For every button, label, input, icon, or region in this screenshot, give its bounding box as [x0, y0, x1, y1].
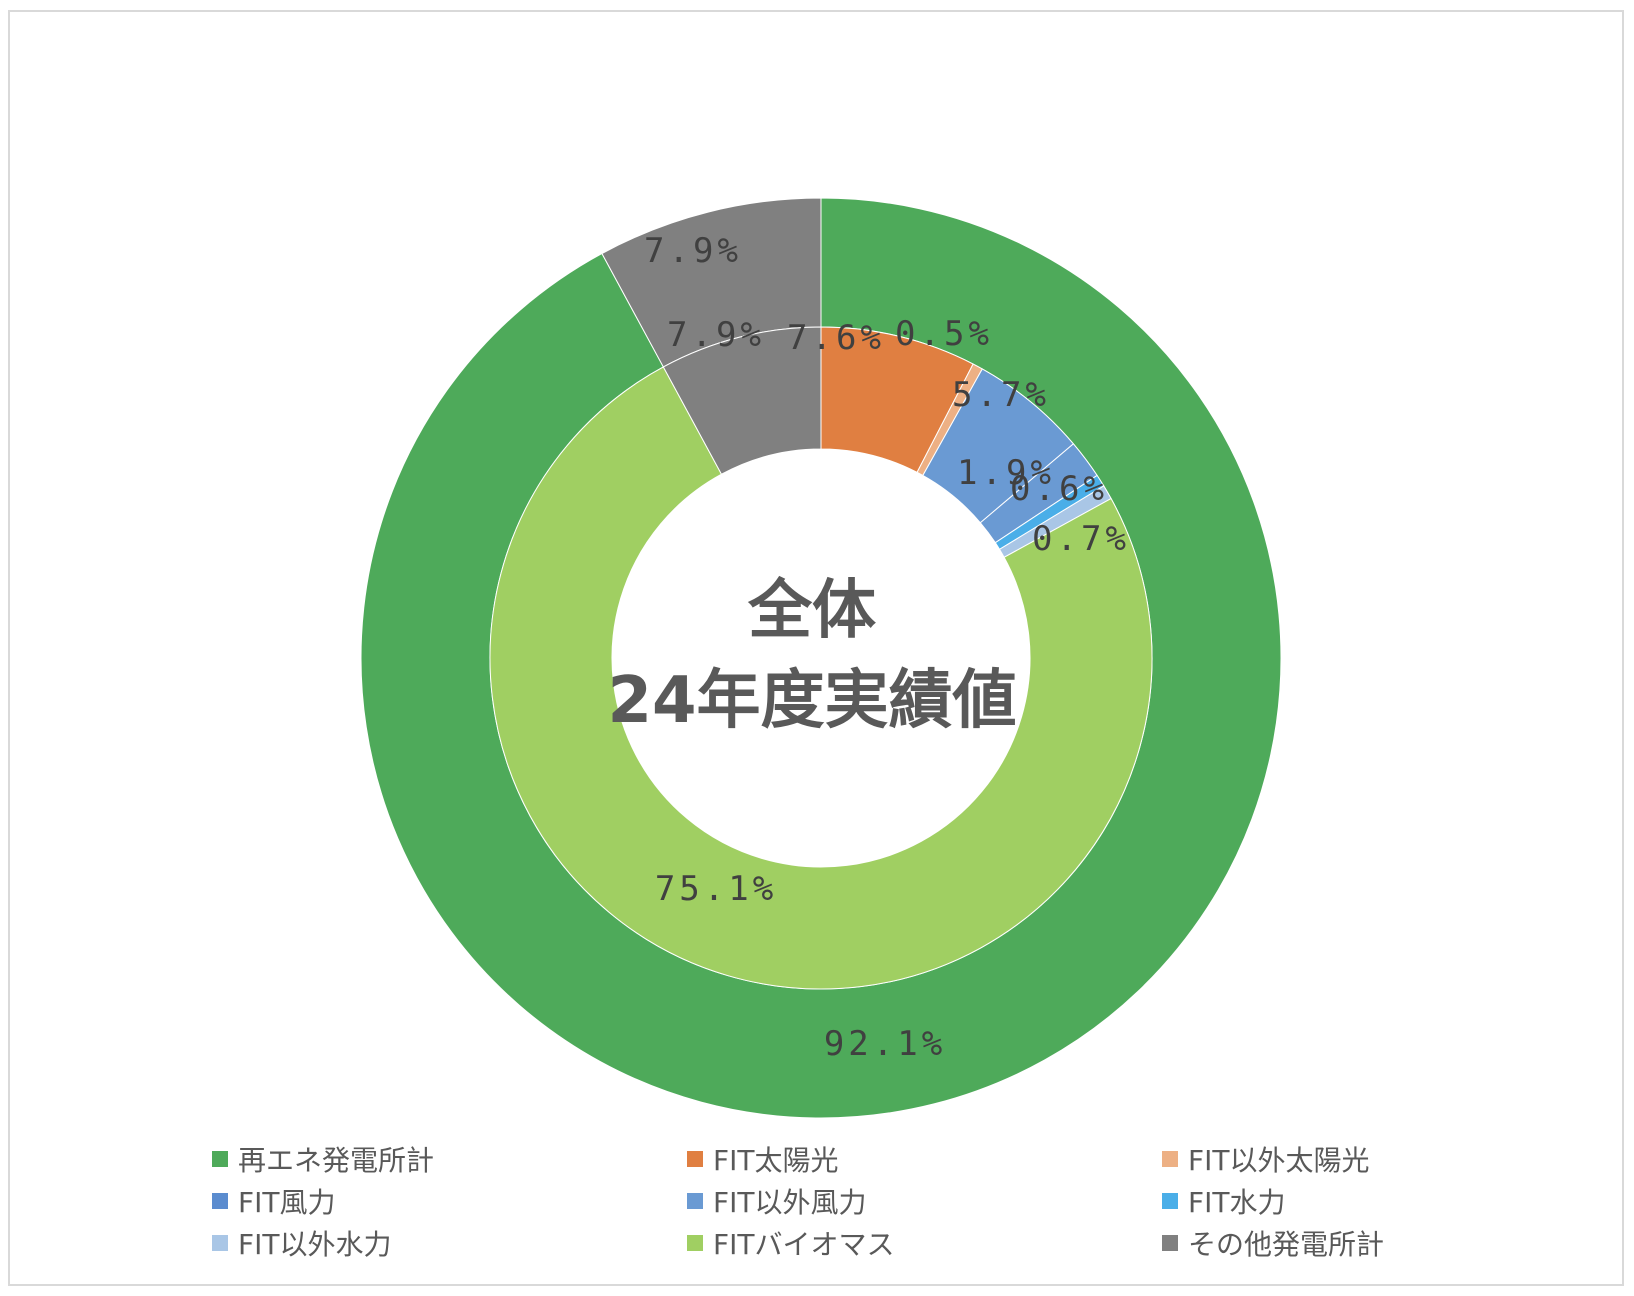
- legend-label: FITバイオマス: [713, 1228, 895, 1261]
- legend-swatch: [1162, 1151, 1178, 1167]
- legend-swatch: [212, 1235, 228, 1251]
- legend-swatch: [687, 1151, 703, 1167]
- legend-item: FIT以外水力: [212, 1222, 687, 1264]
- legend-label: FIT太陽光: [713, 1144, 839, 1177]
- legend-item: FIT水力: [1162, 1180, 1512, 1222]
- inner-data-label-5: 0.6%: [1010, 469, 1108, 509]
- legend-swatch: [687, 1193, 703, 1209]
- outer-data-label-1: 92.1%: [824, 1024, 946, 1064]
- legend-item: FIT太陽光: [687, 1138, 1162, 1180]
- legend-swatch: [212, 1151, 228, 1167]
- center-title-line-2: 24年度実績値: [607, 664, 1016, 738]
- legend-item: FIT風力: [212, 1180, 687, 1222]
- legend-item: FIT以外風力: [687, 1180, 1162, 1222]
- legend-label: FIT風力: [238, 1186, 336, 1219]
- center-title-line-1: 全体: [747, 574, 876, 648]
- legend-swatch: [1162, 1235, 1178, 1251]
- legend-item: 再エネ発電所計: [212, 1138, 687, 1180]
- legend-label: FIT水力: [1188, 1186, 1286, 1219]
- inner-data-label-4: 1.9%: [957, 453, 1055, 493]
- legend-swatch: [212, 1193, 228, 1209]
- legend-label: 再エネ発電所計: [238, 1144, 435, 1177]
- inner-data-label-6: 0.7%: [1032, 519, 1130, 559]
- inner-data-label-3: 5.7%: [952, 375, 1050, 415]
- legend-label: FIT以外太陽光: [1188, 1144, 1370, 1177]
- legend-item: FIT以外太陽光: [1162, 1138, 1512, 1180]
- legend-item: FITバイオマス: [687, 1222, 1162, 1264]
- legend-label: FIT以外風力: [713, 1186, 867, 1219]
- legend-item: その他発電所計: [1162, 1222, 1512, 1264]
- donut-hole: [612, 449, 1030, 867]
- legend-swatch: [1162, 1193, 1178, 1209]
- inner-data-label-1: 7.6%: [787, 318, 885, 358]
- inner-data-label-8: 7.9%: [667, 315, 765, 355]
- inner-ring: [489, 326, 1153, 990]
- legend: 再エネ発電所計 FIT太陽光 FIT以外太陽光 FIT風力 FIT以外風力 FIT水力 FI…: [212, 1138, 1512, 1268]
- outer-data-label-2: 7.9%: [644, 231, 742, 271]
- inner-data-label-2: 0.5%: [895, 314, 993, 354]
- legend-label: その他発電所計: [1188, 1228, 1385, 1261]
- legend-label: FIT以外水力: [238, 1228, 392, 1261]
- inner-data-label-7: 75.1%: [655, 869, 777, 909]
- legend-swatch: [687, 1235, 703, 1251]
- slice-labels: 92.1% 7.9% 7.6% 0.5% 5.7% 1.9%0.6% 0.7% 75.1% 7.…: [644, 231, 1130, 1064]
